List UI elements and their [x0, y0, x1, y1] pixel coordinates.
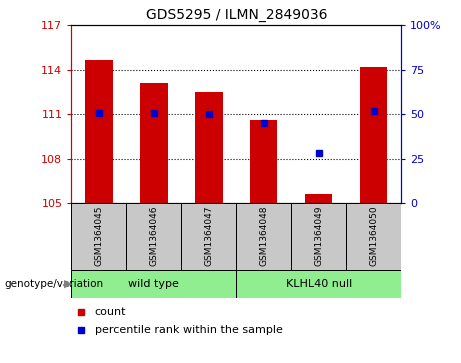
Bar [195, 92, 223, 203]
Text: GSM1364049: GSM1364049 [314, 205, 323, 266]
Text: KLHL40 null: KLHL40 null [285, 279, 352, 289]
Text: GSM1364045: GSM1364045 [95, 205, 103, 266]
Bar [85, 60, 112, 203]
Bar [71, 270, 236, 298]
Bar [360, 67, 387, 203]
Text: count: count [95, 307, 126, 317]
Bar [250, 120, 278, 203]
Bar [126, 203, 181, 270]
Text: percentile rank within the sample: percentile rank within the sample [95, 325, 283, 335]
Text: GSM1364046: GSM1364046 [149, 205, 159, 266]
Text: GSM1364048: GSM1364048 [259, 205, 268, 266]
Bar [305, 195, 332, 203]
Bar [346, 203, 401, 270]
Bar [236, 270, 401, 298]
Bar [236, 203, 291, 270]
Title: GDS5295 / ILMN_2849036: GDS5295 / ILMN_2849036 [146, 8, 327, 22]
Text: GSM1364047: GSM1364047 [204, 205, 213, 266]
Bar [181, 203, 236, 270]
Bar [71, 203, 126, 270]
Text: wild type: wild type [129, 279, 179, 289]
Text: genotype/variation: genotype/variation [5, 279, 104, 289]
Bar [291, 203, 346, 270]
Text: ▶: ▶ [64, 279, 72, 289]
Bar [140, 83, 168, 203]
Text: GSM1364050: GSM1364050 [369, 205, 378, 266]
